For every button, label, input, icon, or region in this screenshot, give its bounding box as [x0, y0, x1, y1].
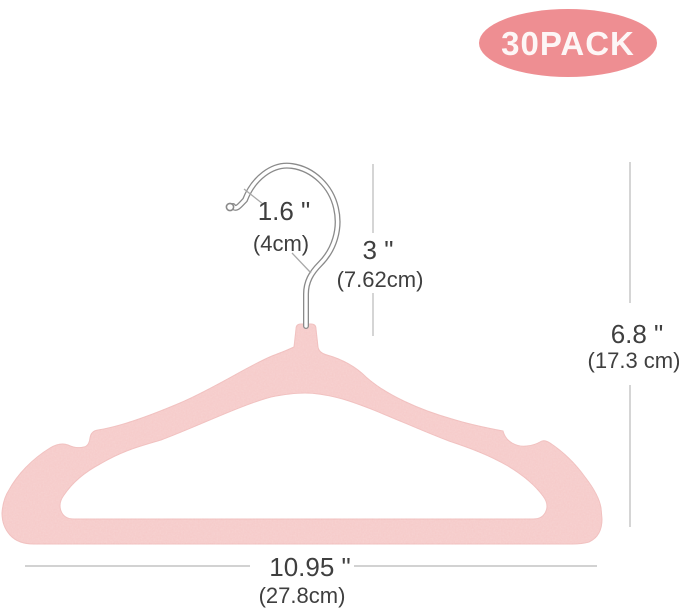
- hook-width-value: 1.6 ": [258, 196, 311, 226]
- dimension-hanger-width: 10.95 " (27.8cm): [25, 552, 597, 608]
- badge-ellipse: [479, 9, 657, 77]
- hanger-width-value: 10.95 ": [269, 552, 351, 582]
- hanger: [1, 162, 603, 545]
- hanger-height-metric: (17.3 cm): [588, 348, 679, 373]
- dimension-hanger-height: 6.8 " (17.3 cm): [588, 162, 679, 527]
- hook-width-metric: (4cm): [253, 231, 309, 256]
- hook-width-leader-line-bottom: [291, 252, 312, 274]
- hook-height-metric: (7.62cm): [337, 267, 424, 292]
- hanger-hook-highlight: [231, 163, 340, 328]
- pack-badge: 30PACK: [479, 9, 657, 77]
- hanger-height-value: 6.8 ": [611, 319, 664, 349]
- hanger-body: [1, 323, 603, 545]
- hook-tip-ball: [225, 202, 235, 212]
- hook-width-leader-line-top: [243, 188, 264, 205]
- dimension-hook-width: 1.6 " (4cm): [243, 188, 312, 274]
- hook-height-value: 3 ": [363, 235, 394, 265]
- dimension-hook-height: 3 " (7.62cm): [337, 164, 424, 336]
- badge-label: 30PACK: [501, 25, 635, 62]
- hanger-width-metric: (27.8cm): [259, 583, 346, 608]
